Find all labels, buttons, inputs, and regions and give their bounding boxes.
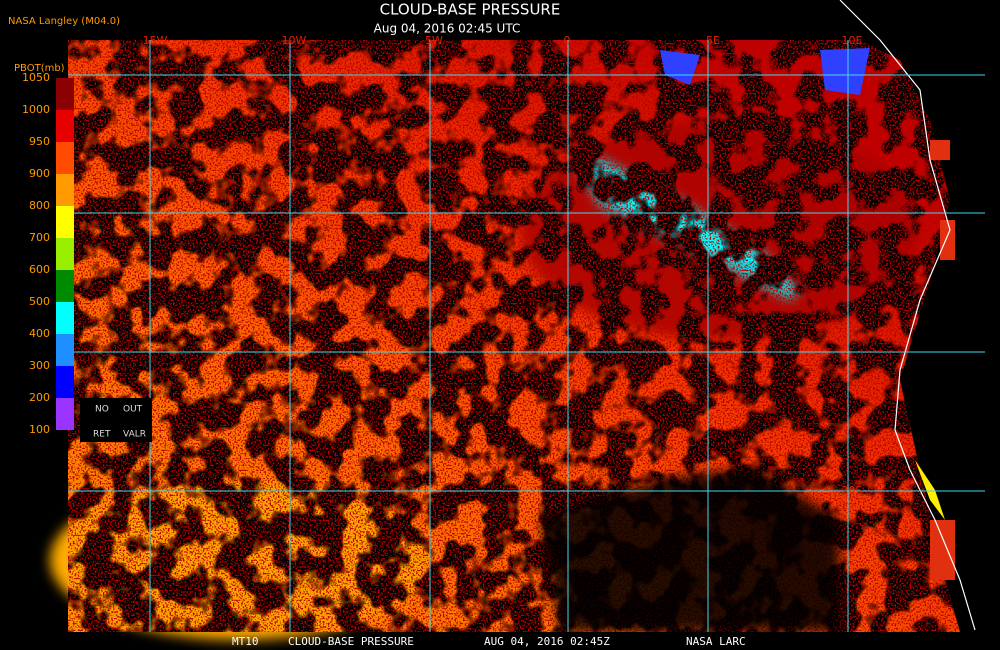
legend-label: 300 bbox=[29, 359, 50, 372]
legend-swatch bbox=[56, 206, 74, 238]
legend-note: RET bbox=[93, 430, 111, 440]
legend-swatch bbox=[56, 366, 74, 398]
lon-label: 5W bbox=[425, 34, 443, 47]
legend-label: 800 bbox=[29, 199, 50, 212]
legend-swatch bbox=[56, 110, 74, 142]
legend-swatch bbox=[56, 142, 74, 174]
legend-label: 1050 bbox=[22, 71, 50, 84]
satellite-image bbox=[50, 0, 1000, 640]
legend-swatch bbox=[56, 78, 74, 110]
legend-note: VALR bbox=[123, 430, 146, 440]
lon-label: 15W bbox=[143, 34, 168, 47]
title: CLOUD-BASE PRESSURE bbox=[380, 1, 561, 19]
legend-label: 100 bbox=[29, 423, 50, 436]
footer-text: CLOUD-BASE PRESSURE bbox=[288, 635, 414, 648]
legend-label: 200 bbox=[29, 391, 50, 404]
legend-swatch bbox=[56, 302, 74, 334]
footer-text: MT10 bbox=[232, 635, 259, 648]
legend-label: 500 bbox=[29, 295, 50, 308]
legend-swatch bbox=[56, 270, 74, 302]
legend-label: 950 bbox=[29, 135, 50, 148]
legend-label: 700 bbox=[29, 231, 50, 244]
footer-text: AUG 04, 2016 02:45Z bbox=[484, 635, 610, 648]
legend-label: 400 bbox=[29, 327, 50, 340]
lon-label: 10W bbox=[282, 34, 307, 47]
lon-label: 0 bbox=[564, 34, 571, 47]
footer-text: NASA LARC bbox=[686, 635, 746, 648]
legend-label: 1000 bbox=[22, 103, 50, 116]
legend-label: 600 bbox=[29, 263, 50, 276]
lon-label: 5E bbox=[706, 34, 720, 47]
legend-label: 900 bbox=[29, 167, 50, 180]
legend-swatch bbox=[56, 174, 74, 206]
legend-swatch bbox=[56, 398, 74, 430]
legend-swatch bbox=[56, 238, 74, 270]
legend-box bbox=[80, 398, 152, 442]
lat-lon-grid bbox=[68, 40, 985, 632]
legend-title: PBOT(mb) bbox=[14, 63, 65, 74]
source: NASA Langley (M04.0) bbox=[8, 16, 120, 27]
subtitle: Aug 04, 2016 02:45 UTC bbox=[374, 22, 521, 36]
lat-label: 20S bbox=[842, 484, 863, 497]
lon-label: 10E bbox=[842, 34, 863, 47]
legend-swatch bbox=[56, 334, 74, 366]
legend-note: NO bbox=[95, 405, 109, 415]
legend-note: OUT bbox=[123, 405, 143, 415]
